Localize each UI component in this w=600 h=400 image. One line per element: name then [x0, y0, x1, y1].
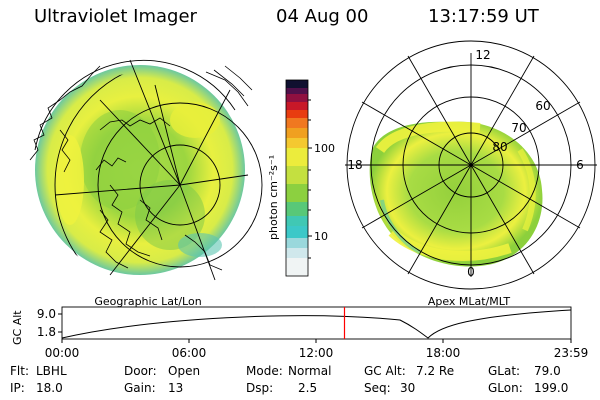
colorbar-tick-100: 100	[314, 142, 335, 155]
orbit-plot-frame	[61, 306, 572, 340]
color-scale-bar	[285, 79, 312, 277]
auroral-oval	[369, 121, 543, 267]
seq-value: 30	[400, 381, 416, 395]
gain-value: 13	[168, 381, 184, 395]
geographic-label: Geographic Lat/Lon	[94, 295, 201, 308]
date-label: 04 Aug 00	[276, 6, 369, 27]
filter-value: LBHL	[36, 364, 67, 378]
gain-label: Gain:	[124, 381, 156, 395]
x-tick-0000: 00:00	[45, 346, 80, 360]
mlat-label-60: 60	[535, 99, 550, 113]
x-tick-2359: 23:59	[554, 346, 589, 360]
colorbar-tick-10: 10	[314, 230, 328, 243]
coastline-map	[29, 65, 253, 271]
glat-value: 79.0	[534, 364, 561, 378]
geographic-image-panel	[29, 59, 263, 281]
glon-value: 199.0	[534, 381, 569, 395]
lat-lon-grid	[54, 59, 263, 281]
mode-label: Mode:	[246, 364, 283, 378]
gcalt-label: GC Alt:	[364, 364, 406, 378]
x-tick-1200: 12:00	[299, 346, 334, 360]
glat-label: GLat:	[488, 364, 521, 378]
door-label: Door:	[124, 364, 157, 378]
glon-label: GLon:	[488, 381, 523, 395]
mlt-label-12: 12	[475, 48, 490, 62]
ip-value: 18.0	[36, 381, 63, 395]
mlat-label-70: 70	[511, 121, 526, 135]
gc-alt-axis-label: GC Alt	[11, 310, 24, 345]
y-tick-1-8: 1.8	[37, 325, 56, 339]
mlt-label-6: 6	[576, 158, 584, 172]
instrument-title: Ultraviolet Imager	[34, 6, 197, 27]
ip-label: IP:	[10, 381, 25, 395]
mlat-label-80: 80	[492, 140, 507, 154]
altitude-curve	[61, 309, 572, 339]
filter-label: Flt:	[10, 364, 29, 378]
apex-label: Apex MLat/MLT	[428, 295, 511, 308]
seq-label: Seq:	[364, 381, 391, 395]
dsp-label: Dsp:	[246, 381, 274, 395]
mlt-label-0: 0	[467, 265, 475, 279]
time-label: 13:17:59 UT	[428, 6, 539, 27]
mlt-label-18: 18	[347, 158, 362, 172]
colorbar-unit-label: photon cm⁻²s⁻¹	[267, 155, 280, 240]
mlat-grid	[345, 40, 597, 290]
mode-value: Normal	[288, 364, 332, 378]
dsp-value: 2.5	[298, 381, 318, 395]
y-tick-9: 9.0	[37, 307, 56, 321]
x-tick-0600: 06:00	[172, 346, 207, 360]
door-value: Open	[168, 364, 201, 378]
orbit-altitude-plot	[58, 306, 572, 343]
magnetic-polar-plot	[345, 40, 597, 290]
x-tick-1800: 18:00	[426, 346, 461, 360]
gcalt-value: 7.2 Re	[416, 364, 455, 378]
